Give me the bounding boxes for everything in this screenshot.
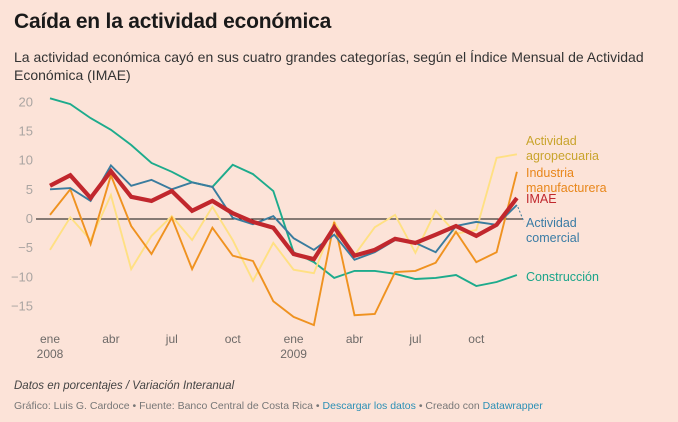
series-label-construccion: Construcción xyxy=(526,270,599,284)
datawrapper-link[interactable]: Datawrapper xyxy=(482,400,543,412)
x-tick-label: jul xyxy=(165,332,178,346)
chart-footer: Gráfico: Luis G. Cardoce • Fuente: Banco… xyxy=(14,400,543,412)
separator: • xyxy=(415,400,426,412)
y-tick-label: 15 xyxy=(19,124,33,139)
chart-subtitle: La actividad económica cayó en sus cuatr… xyxy=(14,49,644,83)
series-label-imae: IMAE xyxy=(526,192,557,206)
y-tick-label: −10 xyxy=(11,269,33,284)
made-with-text: Creado con xyxy=(425,400,480,412)
series-line-actividad-agropecuaria xyxy=(49,153,518,283)
y-tick-label: 20 xyxy=(19,94,33,109)
source-text: Fuente: Banco Central de Costa Rica xyxy=(139,400,313,412)
series-label-actividad-comercial: comercial xyxy=(526,231,580,245)
y-tick-label: 5 xyxy=(26,182,33,197)
x-tick-label: abr xyxy=(346,332,363,346)
chart-title: Caída en la actividad económica xyxy=(14,10,332,33)
label-connector xyxy=(517,206,525,223)
y-tick-label: −15 xyxy=(11,298,33,313)
x-tick-sublabel: 2009 xyxy=(280,347,307,361)
y-tick-label: 10 xyxy=(19,153,33,168)
series-line-imae xyxy=(49,167,519,262)
separator: • xyxy=(313,400,323,412)
x-tick-sublabel: 2008 xyxy=(37,347,64,361)
chart-notes: Datos en porcentajes / Variación Interan… xyxy=(14,380,235,392)
x-tick-label: oct xyxy=(468,332,485,346)
x-tick-label: ene xyxy=(40,332,60,346)
series-label-actividad-comercial: Actividad xyxy=(526,216,577,230)
separator: • xyxy=(129,400,140,412)
x-tick-label: oct xyxy=(225,332,242,346)
series-label-industria-manufacturera: manufacturera xyxy=(526,181,607,195)
download-data-link[interactable]: Descargar los datos xyxy=(322,400,416,412)
x-tick-label: abr xyxy=(102,332,119,346)
series-line-construccion xyxy=(49,97,518,287)
y-tick-label: −5 xyxy=(18,240,33,255)
series-label-industria-manufacturera: Industria xyxy=(526,166,574,180)
y-tick-label: 0 xyxy=(26,211,33,226)
x-tick-label: jul xyxy=(408,332,421,346)
x-tick-label: ene xyxy=(284,332,304,346)
credit-text: Gráfico: Luis G. Cardoce xyxy=(14,400,130,412)
series-line-industria-manufacturera xyxy=(49,171,518,327)
series-label-actividad-agropecuaria: agropecuaria xyxy=(526,149,599,163)
series-line-actividad-comercial xyxy=(49,163,518,261)
series-label-actividad-agropecuaria: Actividad xyxy=(526,134,577,148)
